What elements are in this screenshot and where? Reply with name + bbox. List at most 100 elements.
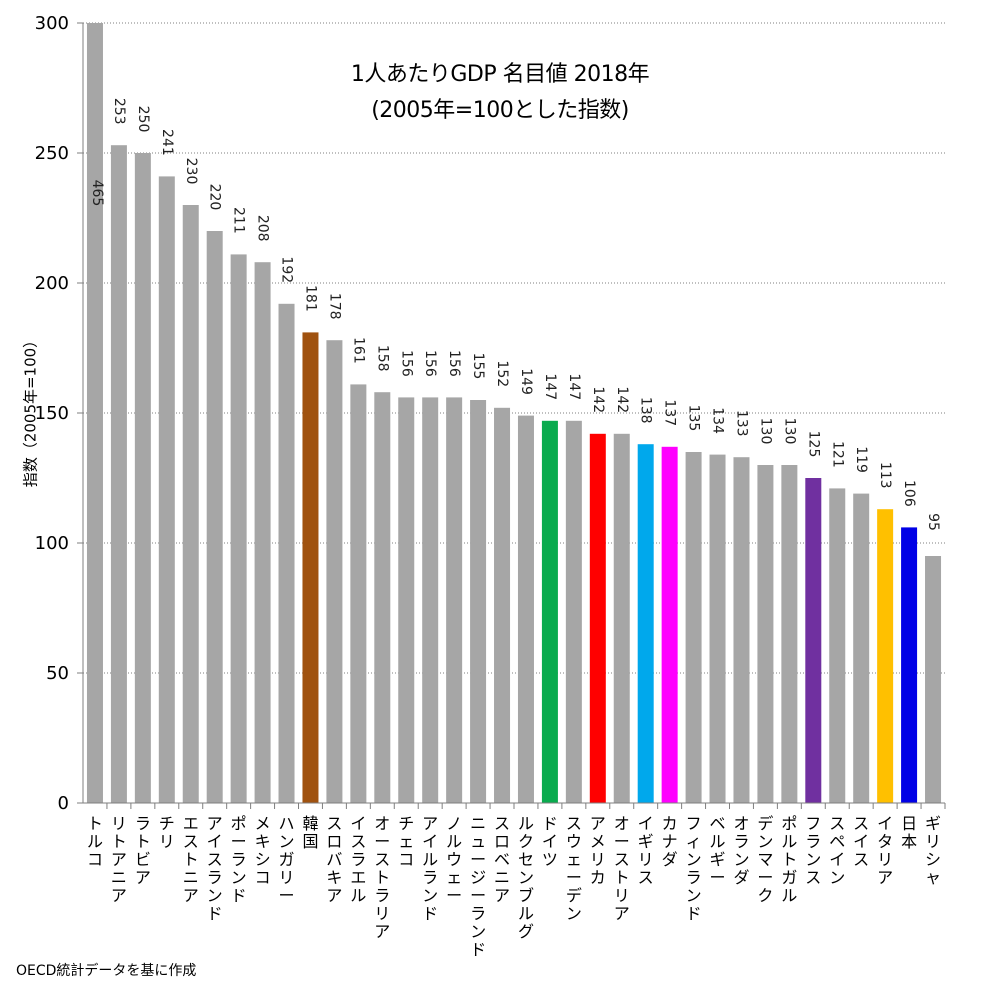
value-label: 149	[518, 368, 534, 395]
bar-32	[829, 488, 846, 803]
category-label: オーストリア	[614, 814, 630, 923]
value-label: 241	[159, 129, 175, 156]
bar-27	[709, 454, 726, 803]
category-label: オーストラリア	[374, 814, 390, 941]
value-label: 106	[901, 480, 917, 507]
bar-30	[781, 465, 798, 803]
category-label: スウェーデン	[566, 814, 582, 923]
category-label: ギリシャ	[925, 814, 941, 887]
y-tick-label: 50	[46, 663, 69, 684]
bar-23	[613, 433, 630, 803]
category-label: メキシコ	[255, 814, 271, 887]
axes	[77, 22, 946, 809]
bars	[86, 23, 942, 803]
category-label: ノルウェー	[446, 814, 462, 905]
bar-12	[350, 384, 367, 803]
bar-22	[589, 433, 606, 803]
category-label: ドイツ	[542, 814, 558, 869]
bar-28	[733, 457, 750, 803]
value-label: 119	[853, 446, 869, 473]
value-label: 133	[733, 410, 749, 437]
value-label: 156	[398, 350, 414, 377]
category-label: ベルギー	[710, 814, 726, 887]
value-label: 142	[590, 386, 606, 413]
value-label: 130	[781, 418, 797, 445]
value-label: 192	[279, 256, 295, 283]
category-label: 韓国	[302, 814, 318, 851]
bar-14	[398, 397, 415, 803]
category-label: ポルトガル	[781, 814, 797, 905]
value-label: 95	[925, 513, 941, 531]
bar-1	[86, 23, 103, 803]
bar-35	[901, 527, 918, 803]
bar-13	[374, 392, 391, 803]
y-tick-labels: 0 50 100 150 200 250 300	[35, 13, 69, 814]
value-label: 211	[231, 207, 247, 234]
bar-33	[853, 493, 870, 803]
category-label: アメリカ	[590, 814, 606, 887]
category-label: フィンランド	[686, 814, 702, 923]
value-label: 121	[829, 441, 845, 468]
category-label: リトアニア	[111, 814, 127, 905]
value-label: 230	[183, 158, 199, 185]
category-label: イスラエル	[350, 814, 366, 905]
value-label: 208	[255, 215, 271, 242]
bar-18	[494, 407, 511, 803]
bar-29	[757, 465, 774, 803]
value-label: 155	[470, 353, 486, 380]
bar-34	[877, 509, 894, 803]
y-tick-label: 200	[35, 273, 69, 294]
bar-4	[158, 176, 175, 803]
category-labels: トルコリトアニアラトビアチリエストニアアイスランドポーランドメキシコハンガリー韓…	[87, 814, 941, 959]
value-label: 156	[446, 350, 462, 377]
category-label: スロベニア	[494, 814, 510, 905]
value-label: 147	[566, 373, 582, 400]
category-label: チリ	[159, 814, 175, 851]
bar-3	[134, 153, 151, 803]
category-label: カナダ	[662, 814, 678, 869]
y-tick-label: 150	[35, 403, 69, 424]
chart-subtitle: (2005年=100とした指数)	[371, 98, 629, 123]
value-label: 161	[350, 337, 366, 364]
bar-2	[110, 145, 127, 803]
category-label: ハンガリー	[279, 814, 295, 905]
value-labels: 465 253 250 241 230 220 211 208 192 181 178 161 158 1…	[89, 98, 941, 531]
value-label: 465	[89, 180, 105, 207]
bar-15	[422, 397, 439, 803]
category-label: アイスランド	[207, 814, 223, 923]
category-label: スペイン	[829, 814, 845, 887]
bar-24	[637, 444, 654, 803]
value-label: 152	[494, 360, 510, 387]
value-label: 142	[614, 386, 630, 413]
category-label: トルコ	[87, 814, 103, 869]
category-label: デンマーク	[757, 814, 773, 905]
value-label: 158	[374, 345, 390, 372]
bar-25	[661, 446, 678, 803]
bar-16	[446, 397, 463, 803]
bar-20	[541, 420, 558, 803]
value-label: 178	[326, 293, 342, 320]
y-tick-label: 250	[35, 143, 69, 164]
value-label: 220	[207, 184, 223, 211]
category-label: ラトビア	[135, 814, 151, 887]
category-label: イタリア	[877, 814, 893, 887]
value-label: 147	[542, 373, 558, 400]
bar-11	[326, 340, 343, 803]
bar-31	[805, 478, 822, 803]
value-label: 138	[638, 397, 654, 424]
bar-21	[565, 420, 582, 803]
category-label: 日本	[901, 814, 917, 851]
category-label: ニュージーランド	[470, 814, 486, 959]
category-label: イギリス	[638, 814, 654, 887]
value-label: 137	[662, 399, 678, 426]
bar-6	[206, 231, 223, 803]
bar-7	[230, 254, 247, 803]
bar-5	[182, 205, 199, 803]
chart-title: 1人あたりGDP 名目値 2018年	[350, 62, 650, 87]
bar-8	[254, 262, 271, 803]
bar-9	[278, 303, 295, 803]
value-label: 130	[757, 418, 773, 445]
category-label: スロバキア	[326, 814, 342, 905]
y-axis-label: 指数（2005年=100）	[21, 332, 40, 488]
